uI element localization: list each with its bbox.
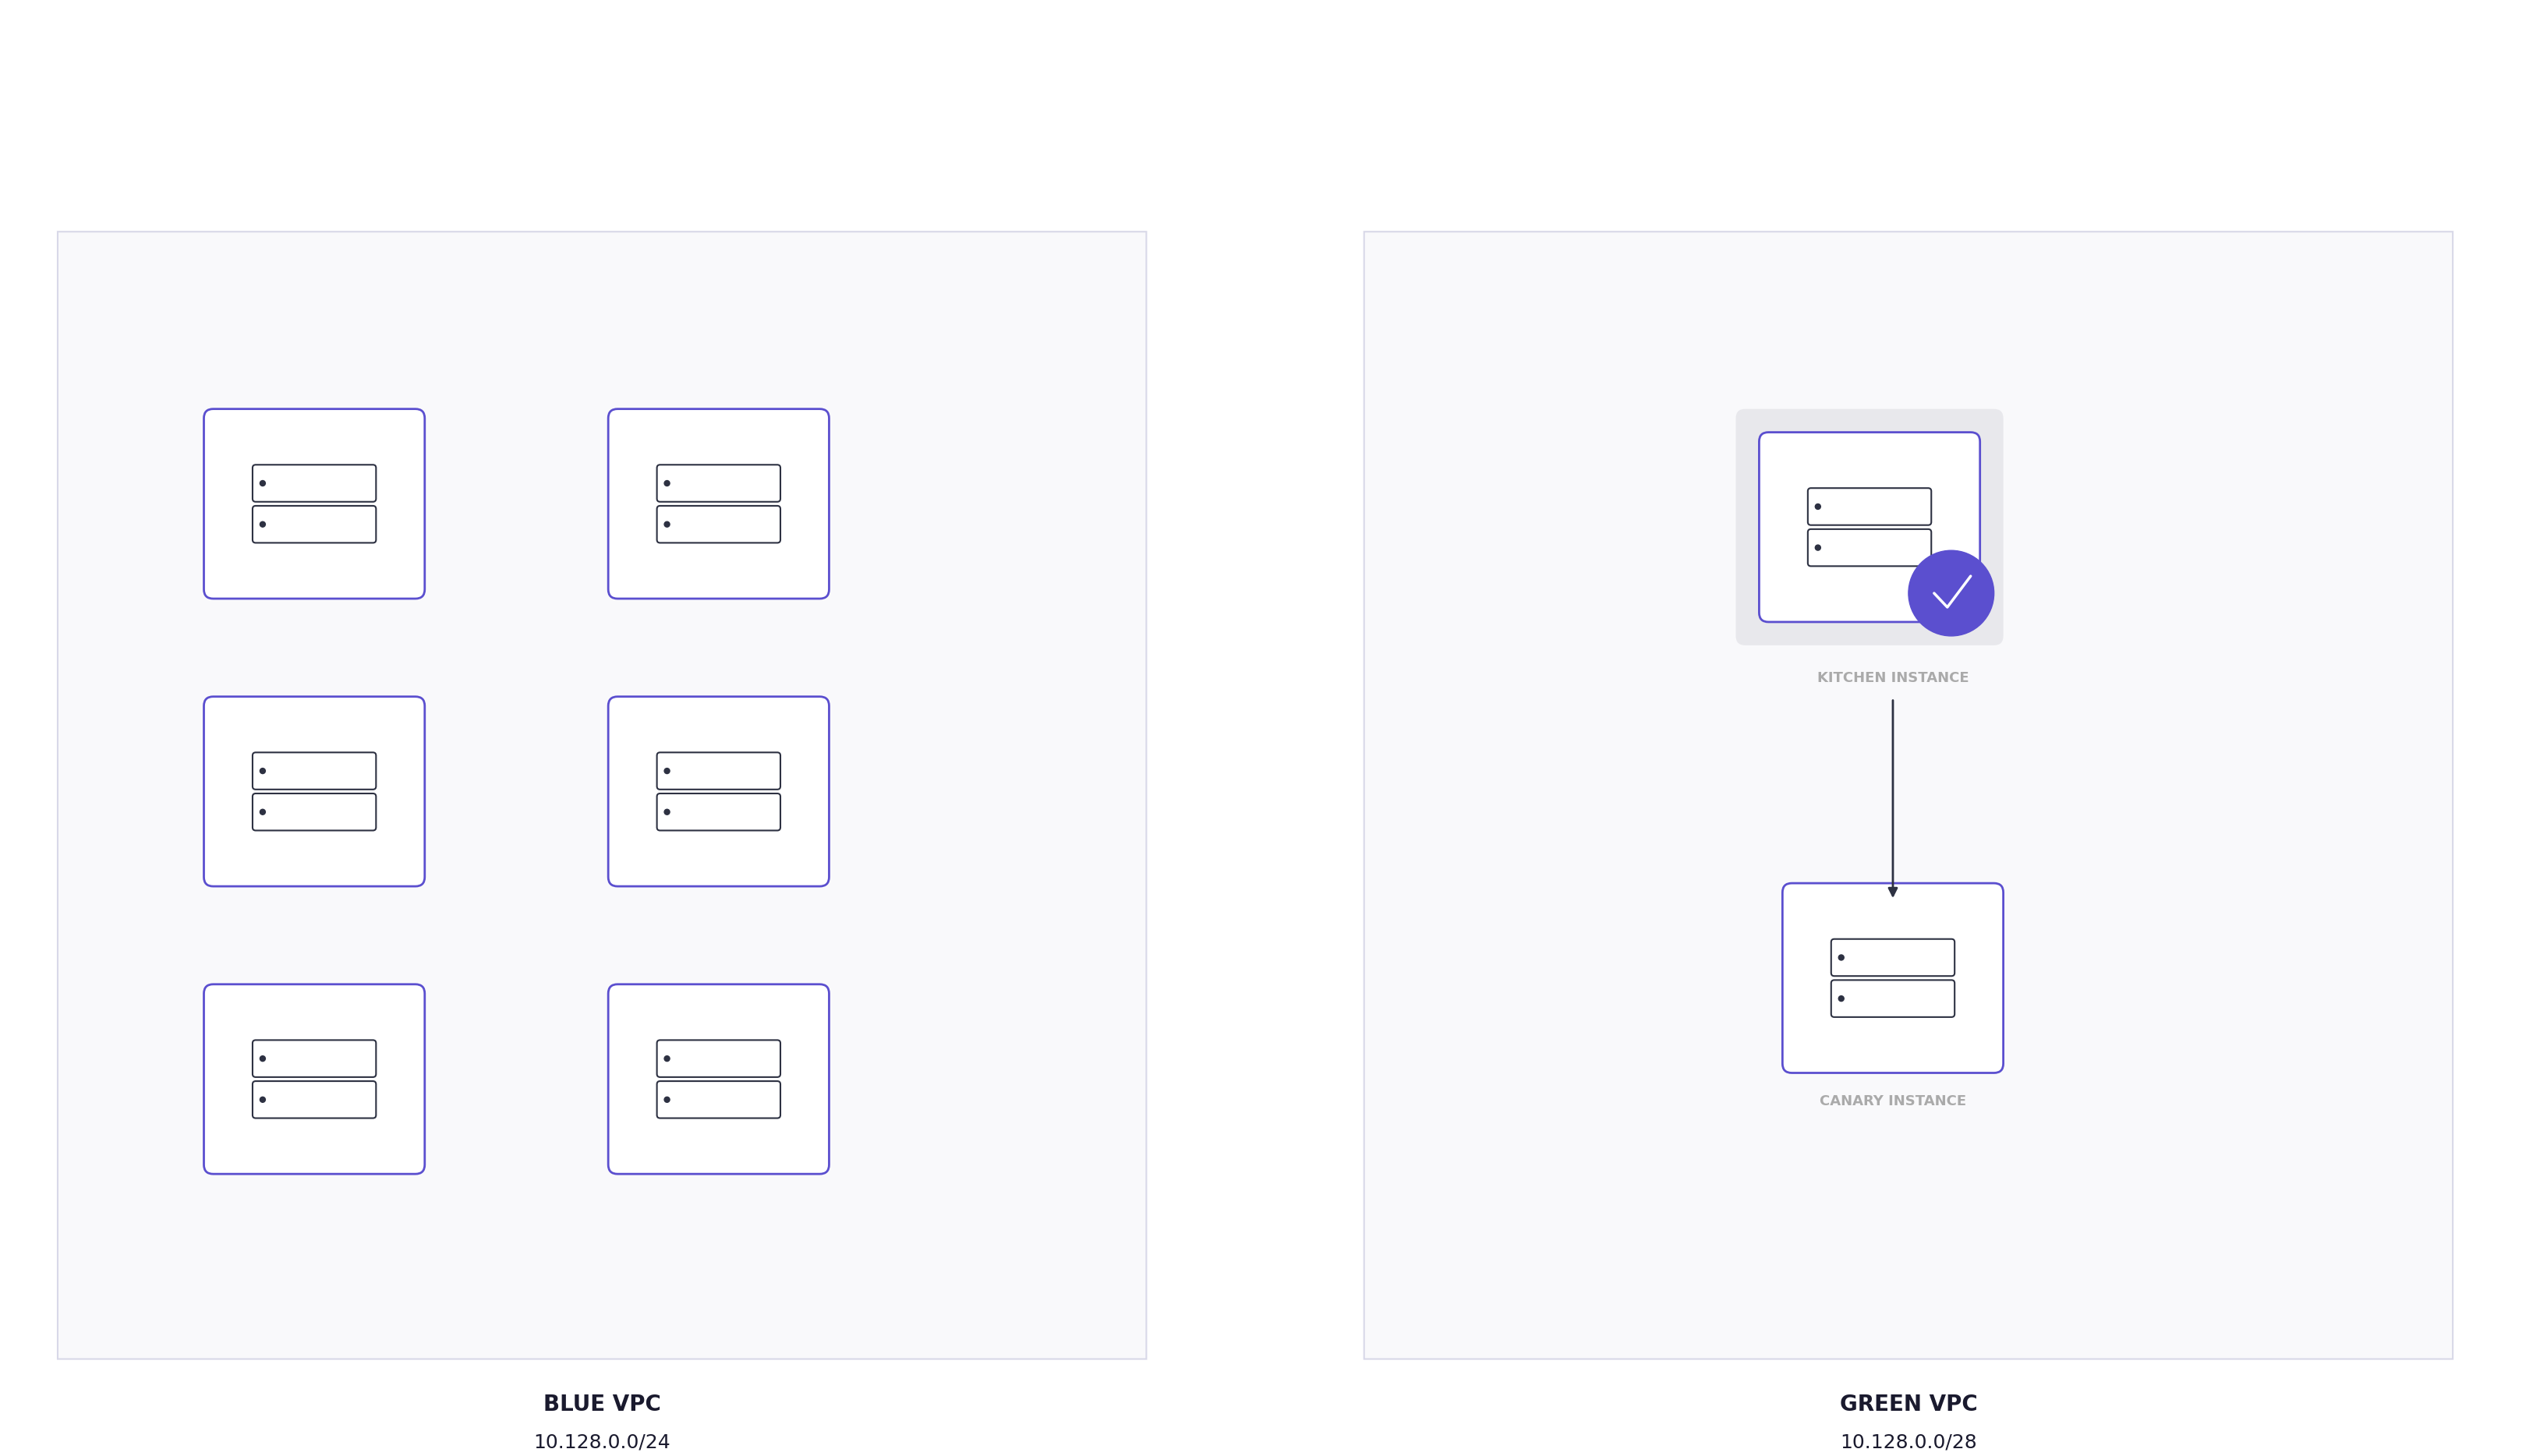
- Circle shape: [260, 480, 265, 486]
- Circle shape: [260, 769, 265, 773]
- FancyBboxPatch shape: [657, 1082, 779, 1118]
- FancyBboxPatch shape: [609, 409, 830, 598]
- FancyBboxPatch shape: [1365, 232, 2453, 1358]
- FancyBboxPatch shape: [252, 794, 377, 830]
- FancyBboxPatch shape: [1831, 939, 1954, 976]
- Text: 10.128.0.0/28: 10.128.0.0/28: [1839, 1433, 1976, 1452]
- Circle shape: [1908, 550, 1994, 636]
- FancyBboxPatch shape: [1760, 432, 1979, 622]
- Circle shape: [665, 521, 670, 527]
- Circle shape: [1839, 955, 1844, 961]
- FancyBboxPatch shape: [657, 794, 779, 830]
- FancyBboxPatch shape: [1737, 409, 2004, 645]
- Text: GREEN VPC: GREEN VPC: [1839, 1393, 1976, 1415]
- FancyBboxPatch shape: [204, 984, 425, 1174]
- Circle shape: [260, 810, 265, 815]
- FancyBboxPatch shape: [252, 1040, 377, 1077]
- FancyBboxPatch shape: [1808, 529, 1931, 566]
- FancyBboxPatch shape: [252, 753, 377, 789]
- FancyBboxPatch shape: [1808, 488, 1931, 526]
- FancyBboxPatch shape: [59, 232, 1146, 1358]
- FancyBboxPatch shape: [252, 464, 377, 502]
- Circle shape: [1816, 504, 1821, 510]
- Text: CANARY INSTANCE: CANARY INSTANCE: [1819, 1095, 1966, 1108]
- Circle shape: [1816, 545, 1821, 550]
- FancyBboxPatch shape: [252, 505, 377, 543]
- FancyBboxPatch shape: [204, 696, 425, 887]
- FancyBboxPatch shape: [1831, 980, 1954, 1018]
- FancyBboxPatch shape: [657, 464, 779, 502]
- Text: KITCHEN INSTANCE: KITCHEN INSTANCE: [1816, 671, 1969, 684]
- Circle shape: [1839, 996, 1844, 1002]
- FancyBboxPatch shape: [1783, 884, 2004, 1073]
- Circle shape: [665, 1056, 670, 1061]
- Circle shape: [665, 1096, 670, 1102]
- FancyBboxPatch shape: [609, 984, 830, 1174]
- Text: BLUE VPC: BLUE VPC: [543, 1393, 660, 1415]
- Circle shape: [665, 810, 670, 815]
- Circle shape: [260, 1096, 265, 1102]
- Circle shape: [665, 480, 670, 486]
- FancyBboxPatch shape: [252, 1082, 377, 1118]
- Text: 10.128.0.0/24: 10.128.0.0/24: [532, 1433, 670, 1452]
- FancyBboxPatch shape: [657, 1040, 779, 1077]
- FancyBboxPatch shape: [204, 409, 425, 598]
- FancyBboxPatch shape: [657, 505, 779, 543]
- Circle shape: [260, 521, 265, 527]
- FancyBboxPatch shape: [609, 696, 830, 887]
- Circle shape: [260, 1056, 265, 1061]
- FancyBboxPatch shape: [657, 753, 779, 789]
- Circle shape: [665, 769, 670, 773]
